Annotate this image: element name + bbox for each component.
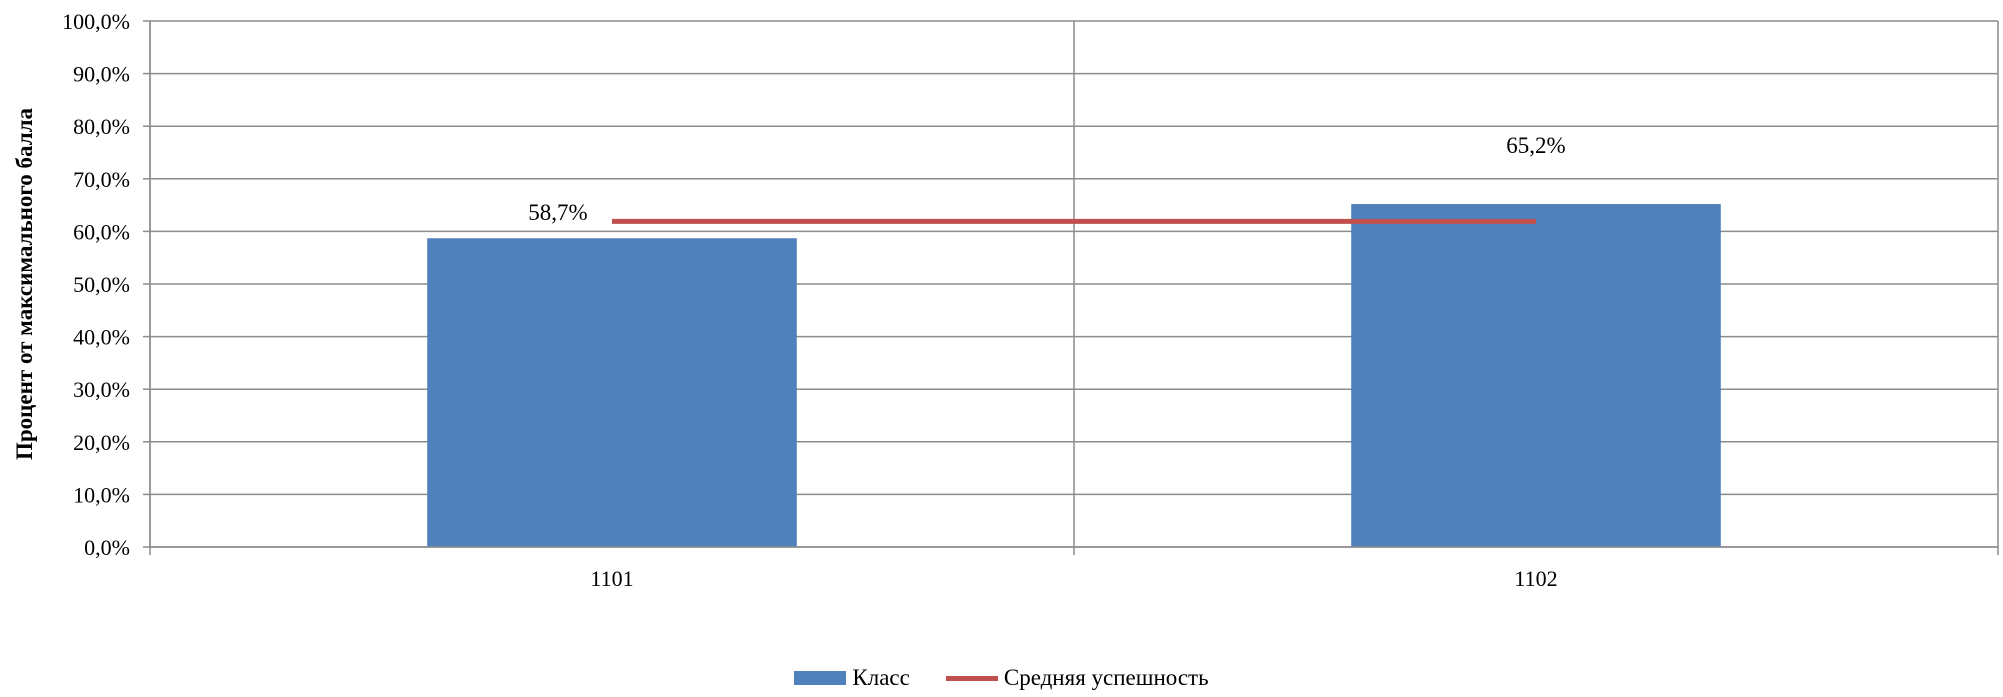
chart: 58,7% 65,2% 0,0% 10,0% 20,0% 30,0% 40,0% 50,0%…: [12, 9, 1999, 591]
y-tick-label: 60,0%: [73, 219, 130, 244]
bar-data-label: 58,7%: [528, 200, 587, 225]
y-tick-label: 90,0%: [73, 62, 130, 87]
y-axis-title: Процент от максимального балла: [12, 108, 37, 460]
y-tick-label: 100,0%: [62, 9, 130, 34]
x-tick-label: 1101: [590, 566, 633, 591]
y-tick-label: 10,0%: [73, 482, 130, 507]
legend-label-line: Средняя успешность: [1003, 665, 1209, 690]
y-tick-label: 50,0%: [73, 272, 130, 297]
legend-label-bar: Класс: [852, 665, 910, 690]
legend-swatch-bar: [794, 671, 847, 685]
bar-1102: [1351, 204, 1721, 547]
bar-1101: [427, 238, 797, 547]
label-layer: 58,7% 65,2%: [528, 133, 1565, 225]
y-tick-label: 20,0%: [73, 430, 130, 455]
y-tick-label: 70,0%: [73, 167, 130, 192]
legend-swatch-line: [945, 675, 998, 681]
bar-layer: [427, 204, 1721, 547]
x-tick-label: 1102: [1514, 566, 1557, 591]
bar-data-label: 65,2%: [1506, 133, 1565, 158]
y-tick-label: 0,0%: [84, 535, 130, 560]
y-tick-label: 30,0%: [73, 377, 130, 402]
legend-item-line: Средняя успешность: [945, 665, 1209, 691]
legend: Класс Средняя успешность: [0, 665, 2003, 691]
axis-layer: 0,0% 10,0% 20,0% 30,0% 40,0% 50,0% 60,0% 70,0% 8…: [62, 9, 1999, 591]
y-tick-label: 40,0%: [73, 325, 130, 350]
legend-item-bar: Класс: [794, 665, 910, 691]
y-tick-label: 80,0%: [73, 114, 130, 139]
